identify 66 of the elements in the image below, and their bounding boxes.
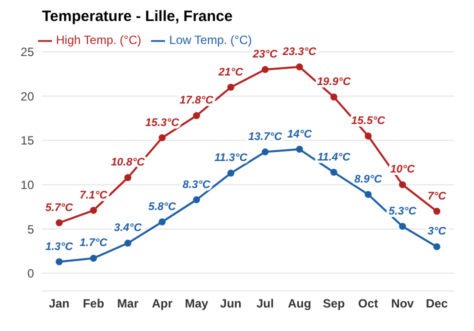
point: [399, 181, 406, 188]
data-label: 21°C: [218, 66, 244, 78]
point: [296, 63, 303, 70]
x-tick-label: Dec: [426, 296, 448, 311]
x-tick-label: Apr: [152, 296, 173, 311]
point: [158, 134, 166, 142]
data-label: 14°C: [287, 128, 313, 140]
legend-label: Low Temp. (°C): [169, 33, 252, 47]
point: [158, 218, 166, 226]
x-tick-label: Oct: [358, 296, 378, 311]
data-label: 23°C: [252, 48, 279, 61]
data-label: 11.3°C: [214, 152, 248, 164]
data-label: 19.9°C: [316, 76, 352, 88]
x-tick-label: Jan: [48, 296, 70, 311]
data-label: 7.1°C: [80, 189, 108, 202]
data-label: 8.3°C: [182, 178, 212, 191]
y-tick-label: 20: [20, 89, 34, 104]
point: [90, 254, 97, 262]
point: [364, 190, 372, 198]
x-tick-label: Nov: [391, 296, 414, 311]
point: [124, 240, 132, 247]
data-label: 15.3°C: [145, 116, 180, 129]
data-label: 17.8°C: [180, 94, 214, 107]
point: [364, 132, 372, 140]
point: [330, 168, 338, 176]
data-label: 1.3°C: [45, 240, 74, 253]
point: [124, 174, 132, 182]
data-label: 7°C: [428, 190, 448, 202]
data-label: 3°C: [428, 226, 448, 238]
x-tick-label: Jul: [256, 296, 274, 311]
point: [330, 94, 338, 101]
point: [227, 84, 234, 91]
y-tick-label: 10: [20, 178, 34, 192]
data-label: 23.3°C: [282, 46, 318, 58]
point: [193, 112, 200, 120]
point: [262, 66, 269, 74]
y-tick-label: 15: [20, 134, 34, 148]
point: [399, 222, 406, 230]
x-tick-label: May: [184, 296, 208, 311]
data-label: 3.4°C: [114, 222, 143, 234]
data-label: 5.3°C: [388, 205, 418, 218]
data-label: 11.4°C: [317, 151, 352, 164]
chart-title: Temperature - Lille, France: [42, 8, 234, 25]
data-label: 8.9°C: [354, 173, 384, 186]
data-label: 13.7°C: [248, 130, 284, 143]
point: [56, 258, 63, 266]
y-tick-label: 25: [20, 45, 34, 60]
data-label: 5.7°C: [45, 202, 74, 214]
point: [193, 196, 200, 204]
point: [227, 170, 234, 177]
x-tick-label: Jun: [220, 296, 242, 311]
legend-label: High Temp. (°C): [56, 33, 142, 47]
point: [433, 208, 440, 215]
point: [262, 148, 269, 156]
point: [90, 206, 97, 214]
y-tick-label: 5: [27, 222, 34, 236]
x-tick-label: Aug: [288, 296, 312, 311]
data-label: 5.8°C: [148, 200, 178, 213]
data-label: 1.7°C: [80, 237, 108, 250]
y-tick-label: 0: [27, 266, 34, 281]
x-tick-label: Feb: [82, 296, 104, 311]
point: [433, 243, 440, 250]
point: [296, 146, 303, 153]
x-tick-label: Mar: [117, 296, 139, 311]
point: [56, 219, 63, 226]
x-tick-label: Sep: [322, 296, 345, 311]
